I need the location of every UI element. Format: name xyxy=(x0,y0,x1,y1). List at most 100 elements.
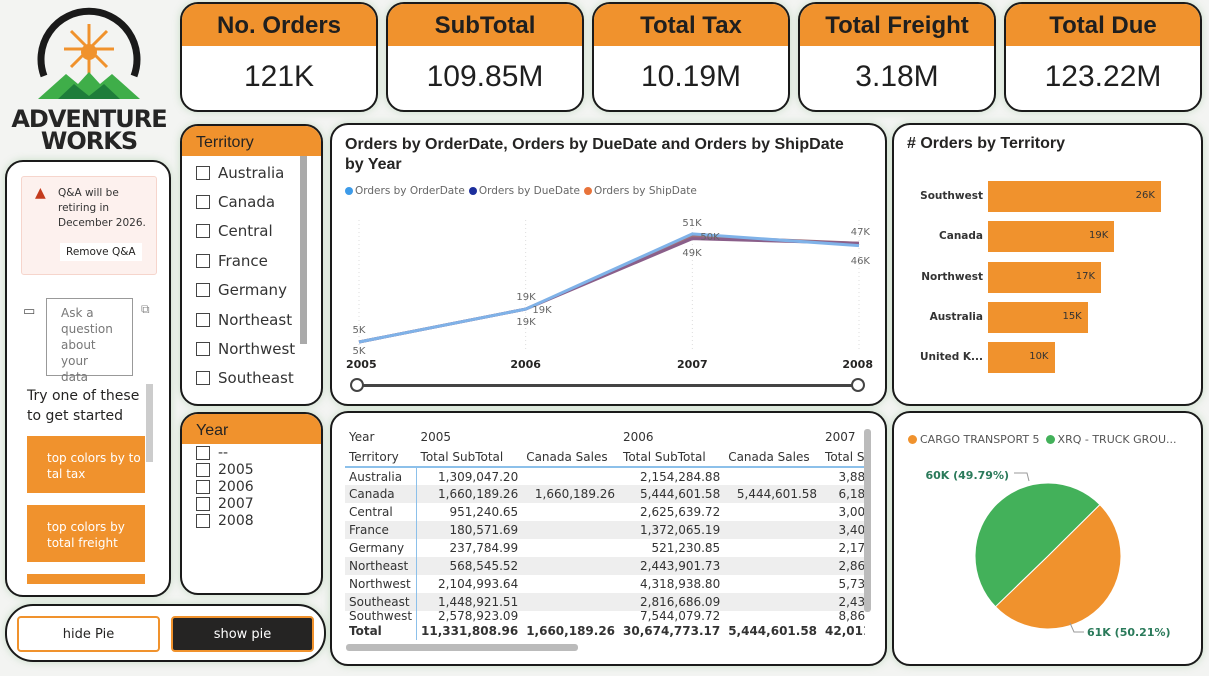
column-header[interactable] xyxy=(522,427,619,447)
kpi-card: Total Due 123.22M xyxy=(1004,2,1202,112)
column-header[interactable]: Year xyxy=(349,430,375,444)
column-header[interactable]: Total SubTotal xyxy=(619,447,725,468)
legend-label: Orders by ShipDate xyxy=(593,185,697,197)
checkbox-icon[interactable] xyxy=(196,195,210,210)
territory-option[interactable]: Northeast xyxy=(182,305,321,334)
table-row[interactable]: Central 951,240.65 2,625,639.72 3,008,3 xyxy=(345,503,865,521)
matrix-horizontal-scrollbar[interactable] xyxy=(346,644,578,651)
column-header[interactable]: Canada Sales xyxy=(522,447,620,468)
year-option-label: 2008 xyxy=(218,512,254,529)
bar[interactable]: 15K xyxy=(988,301,1088,333)
territory-option[interactable]: Canada xyxy=(182,187,321,216)
year-range-slider[interactable] xyxy=(357,384,860,387)
table-row[interactable]: Southwest 2,578,923.09 7,544,079.72 8,865,7 xyxy=(345,611,865,622)
qa-scrollbar[interactable] xyxy=(146,384,153,462)
legend-item[interactable]: Orders by OrderDate xyxy=(345,185,465,197)
cell-value: 568,545.52 xyxy=(416,557,523,575)
table-row[interactable]: Germany 237,784.99 521,230.85 2,174,5 xyxy=(345,539,865,557)
bar[interactable]: 17K xyxy=(988,261,1102,293)
checkbox-icon[interactable] xyxy=(196,224,210,239)
total-cell: 5,444,601.58 xyxy=(728,624,818,638)
legend-dot-icon xyxy=(583,187,592,195)
territory-option[interactable]: France xyxy=(182,246,321,275)
checkbox-icon[interactable] xyxy=(196,283,210,298)
kpi-label: Total Freight xyxy=(800,4,994,46)
total-row: Total 11,331,808.96 1,660,189.26 30,674,773… xyxy=(345,622,865,640)
checkbox-icon[interactable] xyxy=(196,462,210,477)
table-row[interactable]: Australia 1,309,047.20 2,154,284.88 3,881,2 xyxy=(345,467,865,485)
checkbox-icon[interactable] xyxy=(196,513,210,528)
kpi-value: 3.18M xyxy=(855,60,939,93)
data-label: 51K xyxy=(682,218,702,229)
checkbox-icon[interactable] xyxy=(196,253,210,268)
legend-item[interactable]: XRQ - TRUCK GROU... xyxy=(1045,433,1177,446)
expand-icon[interactable]: ⧉ xyxy=(141,302,150,316)
column-header[interactable]: 2005 xyxy=(420,430,452,444)
suggestion-button[interactable] xyxy=(27,574,145,584)
remove-qa-button[interactable]: Remove Q&A xyxy=(60,243,142,261)
bar[interactable]: 26K xyxy=(988,181,1161,212)
year-option[interactable]: -- xyxy=(182,444,321,461)
bar-category-label: Northwest xyxy=(921,270,983,283)
checkbox-icon[interactable] xyxy=(196,312,210,327)
pie-slice[interactable] xyxy=(994,503,1122,630)
bar-data-label: 10K xyxy=(1029,351,1049,363)
legend-item[interactable]: CARGO TRANSPORT 5 xyxy=(908,433,1040,446)
x-tick-label: 2008 xyxy=(842,358,873,371)
qa-question-input[interactable]: Ask a question about your data xyxy=(46,298,133,384)
suggestion-button[interactable]: top colors by total tax xyxy=(27,436,145,493)
column-header[interactable] xyxy=(724,427,821,447)
suggestion-button[interactable]: top colors by total freight xyxy=(27,505,145,562)
table-row[interactable]: Canada 1,660,189.26 1,660,189.26 5,444,601.… xyxy=(345,485,865,503)
bar[interactable]: 19K xyxy=(988,221,1115,253)
cell-value: 951,240.65 xyxy=(449,505,519,519)
kpi-card: SubTotal 109.85M xyxy=(386,2,584,112)
column-header[interactable]: 2006 xyxy=(623,430,654,444)
checkbox-icon[interactable] xyxy=(196,371,210,386)
cell-value: 2,625,639.72 xyxy=(640,505,721,519)
column-header[interactable]: Total SubTotal xyxy=(416,447,523,468)
territory-option[interactable]: Southeast xyxy=(182,364,321,393)
checkbox-icon[interactable] xyxy=(196,496,210,511)
range-slider-end-handle[interactable] xyxy=(851,378,865,392)
legend-item[interactable]: Orders by ShipDate xyxy=(583,185,697,197)
column-header[interactable]: Canada Sales xyxy=(724,447,822,468)
territory-option[interactable]: Northwest xyxy=(182,334,321,363)
column-header[interactable]: Total Sub xyxy=(821,447,865,468)
logo-text: ADVENTURE WORKS xyxy=(11,105,167,155)
territory-option[interactable]: Central xyxy=(182,217,321,246)
table-row[interactable]: Northwest 2,104,993.64 4,318,938.80 5,735,3 xyxy=(345,575,865,593)
warning-icon: ▲ xyxy=(35,185,46,201)
kpi-value: 109.85M xyxy=(426,60,544,93)
x-tick-label: 2007 xyxy=(677,358,708,371)
year-option[interactable]: 2005 xyxy=(182,461,321,478)
column-header[interactable]: Territory xyxy=(345,447,417,468)
cell-value: 180,571.69 xyxy=(416,521,523,539)
checkbox-icon[interactable] xyxy=(196,479,210,494)
year-option[interactable]: 2008 xyxy=(182,512,321,529)
row-header: Australia xyxy=(345,467,418,485)
legend-item[interactable]: Orders by DueDate xyxy=(468,185,580,197)
cell-value xyxy=(724,539,821,557)
matrix-vertical-scrollbar[interactable] xyxy=(864,429,871,612)
territory-scrollbar[interactable] xyxy=(300,156,307,344)
checkbox-icon[interactable] xyxy=(196,342,210,357)
pie-slice[interactable] xyxy=(974,482,1101,608)
cell-value: 5,444,601.58 xyxy=(619,485,725,503)
checkbox-icon[interactable] xyxy=(196,165,210,180)
bar-category-label: Australia xyxy=(929,310,983,323)
bar-data-label: 15K xyxy=(1062,310,1082,322)
territory-option[interactable]: Germany xyxy=(182,276,321,305)
year-option[interactable]: 2007 xyxy=(182,495,321,512)
hide-pie-button[interactable]: hide Pie xyxy=(17,616,160,652)
column-header[interactable]: 2007 xyxy=(825,430,856,444)
show-pie-button[interactable]: show pie xyxy=(171,616,314,652)
year-option[interactable]: 2006 xyxy=(182,478,321,495)
checkbox-icon[interactable] xyxy=(196,445,210,460)
range-slider-start-handle[interactable] xyxy=(350,378,364,392)
bar[interactable]: 10K xyxy=(988,342,1055,374)
territory-option[interactable]: Australia xyxy=(182,158,321,187)
